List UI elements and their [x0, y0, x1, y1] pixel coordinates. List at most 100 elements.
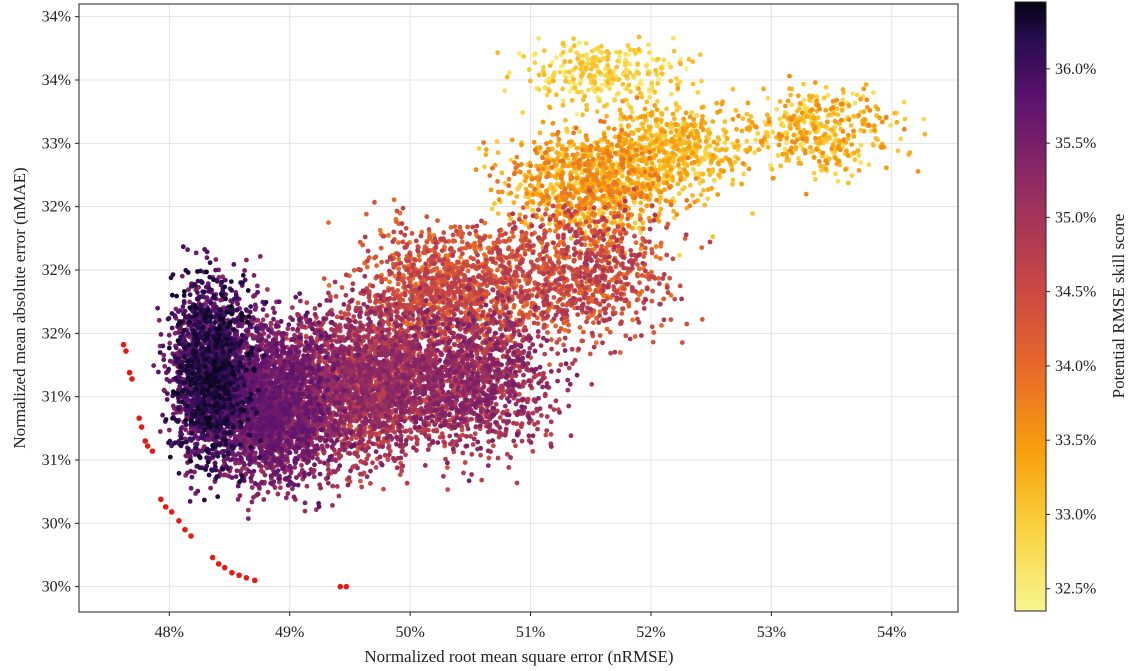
data-point [656, 158, 662, 164]
data-point [564, 191, 569, 197]
data-point [615, 224, 621, 230]
data-point [545, 173, 550, 179]
data-point [681, 116, 687, 122]
data-point [845, 152, 851, 158]
data-point [427, 235, 432, 241]
data-point [776, 133, 782, 139]
data-point [626, 82, 632, 88]
data-point [858, 142, 864, 148]
data-point [788, 92, 793, 98]
data-point [707, 172, 713, 178]
data-point [523, 221, 528, 227]
data-point [620, 286, 626, 291]
data-point [541, 72, 547, 78]
data-point [581, 329, 586, 335]
data-point [658, 137, 664, 143]
data-point [588, 66, 594, 72]
data-point [884, 165, 889, 171]
data-point [599, 243, 605, 249]
data-point [438, 236, 444, 242]
data-point [634, 95, 640, 101]
data-point [373, 254, 379, 260]
data-point [374, 274, 380, 279]
data-point [592, 80, 598, 86]
data-point [590, 292, 596, 298]
data-point [620, 306, 626, 312]
data-point [661, 296, 667, 302]
data-point [638, 157, 644, 163]
data-point [750, 211, 755, 217]
data-point [647, 149, 653, 155]
data-point [644, 176, 649, 181]
data-point [763, 130, 769, 135]
data-point [682, 169, 688, 174]
data-point [813, 135, 818, 141]
data-point [695, 90, 701, 95]
data-point [850, 91, 856, 96]
data-point [598, 118, 603, 124]
data-point [620, 261, 625, 267]
data-point [740, 116, 746, 121]
data-point [572, 85, 578, 91]
data-point [605, 79, 610, 85]
data-point [544, 92, 550, 98]
data-point [575, 89, 581, 95]
data-point [590, 210, 596, 216]
data-point [525, 281, 530, 286]
data-point [506, 246, 511, 252]
data-point [649, 324, 655, 330]
data-point [815, 102, 821, 108]
data-point [578, 66, 584, 72]
data-point [457, 289, 463, 295]
data-point [659, 117, 664, 123]
data-point [892, 110, 897, 116]
data-point [867, 108, 873, 113]
data-point [553, 323, 558, 329]
data-point [664, 225, 669, 230]
data-point [684, 321, 690, 327]
data-point [559, 291, 564, 296]
data-point [871, 90, 876, 96]
data-point [642, 239, 648, 244]
data-point [838, 101, 844, 107]
data-point [741, 171, 746, 177]
data-point [626, 169, 632, 175]
data-point [715, 135, 721, 141]
data-point [687, 203, 693, 209]
data-point [477, 243, 483, 248]
data-point [730, 177, 736, 183]
data-point [825, 135, 831, 141]
data-point [570, 152, 576, 158]
data-point [403, 225, 409, 231]
data-point [364, 211, 369, 217]
data-point [546, 201, 551, 207]
data-point [573, 125, 579, 131]
data-point [416, 253, 422, 259]
data-point [821, 95, 827, 101]
data-point [547, 228, 553, 233]
data-point [647, 186, 653, 192]
data-point [616, 195, 622, 200]
data-point [635, 163, 641, 169]
data-point [524, 302, 530, 307]
data-point [547, 63, 553, 68]
data-point [555, 204, 560, 209]
data-point [691, 166, 696, 172]
data-point [574, 145, 580, 151]
data-point [702, 202, 708, 208]
data-point [554, 150, 560, 155]
data-point [495, 211, 501, 217]
data-point [670, 256, 676, 262]
data-point [626, 187, 631, 192]
data-point [736, 113, 741, 119]
data-point [547, 221, 552, 227]
data-point [840, 87, 846, 92]
data-point [321, 276, 327, 281]
data-point [644, 99, 650, 105]
data-point [765, 95, 771, 101]
data-point [583, 195, 589, 201]
data-point [339, 285, 345, 290]
data-point [457, 247, 462, 253]
data-point [451, 290, 456, 296]
data-point [770, 129, 776, 135]
